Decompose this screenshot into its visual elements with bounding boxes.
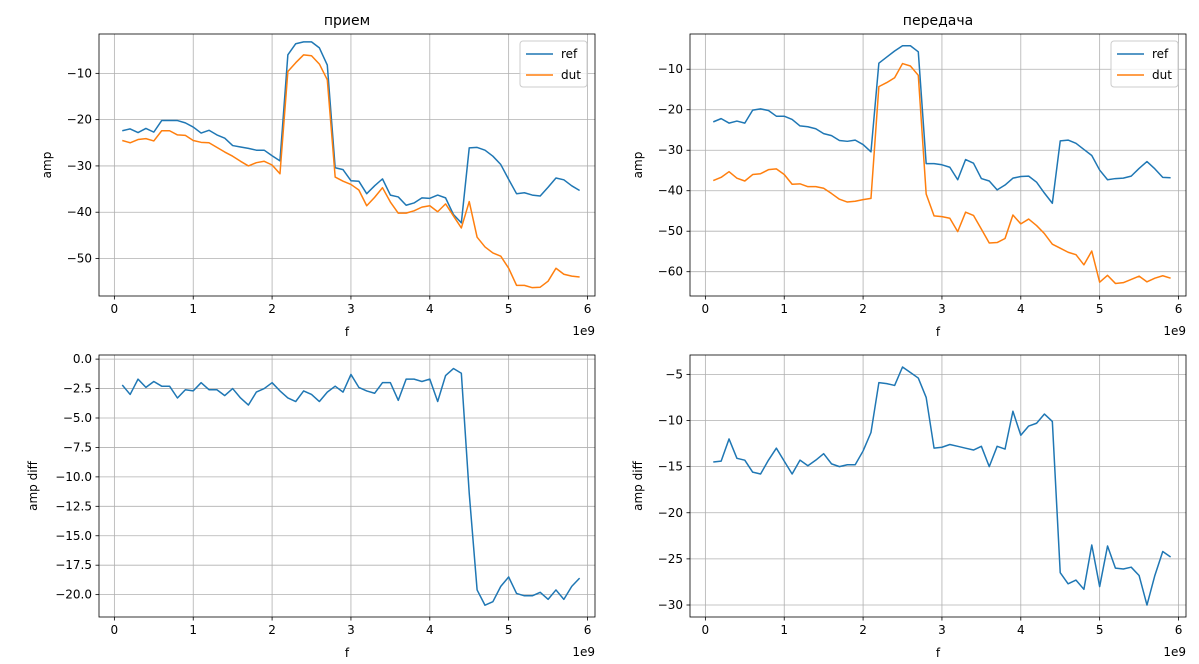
chart-panel-2: 0 1 2 3 4 5 6 −60 −50 −40 −30 −20 −10 1e9 f amp передача… <box>631 13 1187 339</box>
chart-panel-1: 0 1 2 3 4 5 6 −50 −40 −30 −20 −10 1e9 f amp прием ref dut <box>40 13 596 339</box>
x-tick-label: 5 <box>1096 302 1104 316</box>
x-tick-label: 6 <box>1175 623 1183 637</box>
y-tick-label: −15 <box>658 460 683 474</box>
x-tick-label: 2 <box>859 623 867 637</box>
y-tick-label: −2.5 <box>63 382 92 396</box>
y-axis-label: amp diff <box>26 460 40 510</box>
axes-frame <box>98 33 596 297</box>
x-offset-label: 1e9 <box>572 645 595 659</box>
y-tick-label: −30 <box>67 159 92 173</box>
y-axis-label: amp <box>631 152 645 179</box>
y-tick-label: −20 <box>658 103 683 117</box>
chart-panel-3: 0 1 2 3 4 5 6 −20.0 −17.5 −15.0 −12.5 −10.0 −7.5 −5.0… <box>26 352 596 660</box>
chart-panel-4: 0 1 2 3 4 5 6 −30 −25 −20 −15 −10 −5 1e9 f amp diff <box>631 354 1187 660</box>
y-tick-label: −30 <box>658 143 683 157</box>
x-tick-label: 0 <box>702 302 710 316</box>
y-tick-label: −25 <box>658 552 683 566</box>
x-tick-label: 5 <box>505 623 513 637</box>
x-tick-label: 2 <box>268 623 276 637</box>
x-offset-label: 1e9 <box>1163 645 1186 659</box>
y-tick-label: −30 <box>658 598 683 612</box>
legend-label-ref: ref <box>1152 47 1169 61</box>
grid <box>690 355 1186 617</box>
y-tick-label: −10.0 <box>55 470 92 484</box>
x-axis-label: f <box>936 646 941 660</box>
series-line-diff <box>713 366 1172 606</box>
y-axis-label: amp diff <box>631 460 645 510</box>
x-offset-label: 1e9 <box>1163 324 1186 338</box>
x-tick-label: 5 <box>1096 623 1104 637</box>
series-line-ref <box>712 44 1171 205</box>
x-tick-label: 5 <box>505 302 513 316</box>
series-line-dut <box>712 62 1171 285</box>
x-tick-label: 4 <box>1017 302 1025 316</box>
legend-label-ref: ref <box>561 47 578 61</box>
x-tick-label: 2 <box>268 302 276 316</box>
y-tick-label: −17.5 <box>55 558 92 572</box>
y-tick-label: −50 <box>658 224 683 238</box>
legend-label-dut: dut <box>1152 68 1172 82</box>
y-tick-label: −50 <box>67 252 92 266</box>
y-axis-label: amp <box>40 152 54 179</box>
x-tick-label: 3 <box>938 302 946 316</box>
y-tick-label: −7.5 <box>63 440 92 454</box>
y-tick-label: −40 <box>67 205 92 219</box>
y-tick-label: −15.0 <box>55 529 92 543</box>
legend: ref dut <box>1110 40 1179 88</box>
y-tick-label: −20 <box>67 113 92 127</box>
axes-frame <box>689 33 1187 297</box>
series-line-ref <box>122 41 580 224</box>
x-tick-label: 6 <box>1175 302 1183 316</box>
x-offset-label: 1e9 <box>572 324 595 338</box>
x-tick-label: 1 <box>780 623 788 637</box>
y-tick-label: −10 <box>67 66 92 80</box>
x-tick-label: 4 <box>426 623 434 637</box>
x-tick-label: 0 <box>111 302 119 316</box>
x-axis-label: f <box>345 325 350 339</box>
x-tick-label: 0 <box>111 623 119 637</box>
x-tick-label: 1 <box>189 302 197 316</box>
axes-frame <box>689 354 1187 618</box>
x-tick-label: 3 <box>938 623 946 637</box>
y-tick-label: −20.0 <box>55 588 92 602</box>
legend-label-dut: dut <box>561 68 581 82</box>
y-tick-label: −20 <box>658 506 683 520</box>
series-line-diff <box>121 367 581 606</box>
x-tick-label: 0 <box>702 623 710 637</box>
x-tick-label: 4 <box>426 302 434 316</box>
chart-title: передача <box>903 13 973 29</box>
y-tick-label: −5.0 <box>63 411 92 425</box>
x-tick-label: 1 <box>189 623 197 637</box>
grid <box>99 34 595 296</box>
y-tick-label: −5 <box>665 367 683 381</box>
x-axis-label: f <box>345 646 350 660</box>
y-tick-label: −60 <box>658 265 683 279</box>
chart-title: прием <box>324 13 370 29</box>
y-tick-label: 0.0 <box>73 352 92 366</box>
legend: ref dut <box>519 40 588 88</box>
x-tick-label: 6 <box>584 302 592 316</box>
x-tick-label: 4 <box>1017 623 1025 637</box>
x-tick-label: 2 <box>859 302 867 316</box>
y-tick-label: −40 <box>658 184 683 198</box>
grid <box>99 355 595 617</box>
y-tick-label: −10 <box>658 414 683 428</box>
x-tick-label: 1 <box>780 302 788 316</box>
x-tick-label: 3 <box>347 623 355 637</box>
grid <box>690 34 1186 296</box>
y-tick-label: −10 <box>658 62 683 76</box>
y-tick-label: −12.5 <box>55 499 92 513</box>
x-tick-label: 3 <box>347 302 355 316</box>
x-axis-label: f <box>936 325 941 339</box>
x-tick-label: 6 <box>584 623 592 637</box>
axes-frame <box>98 354 596 618</box>
series-line-dut <box>122 54 580 289</box>
